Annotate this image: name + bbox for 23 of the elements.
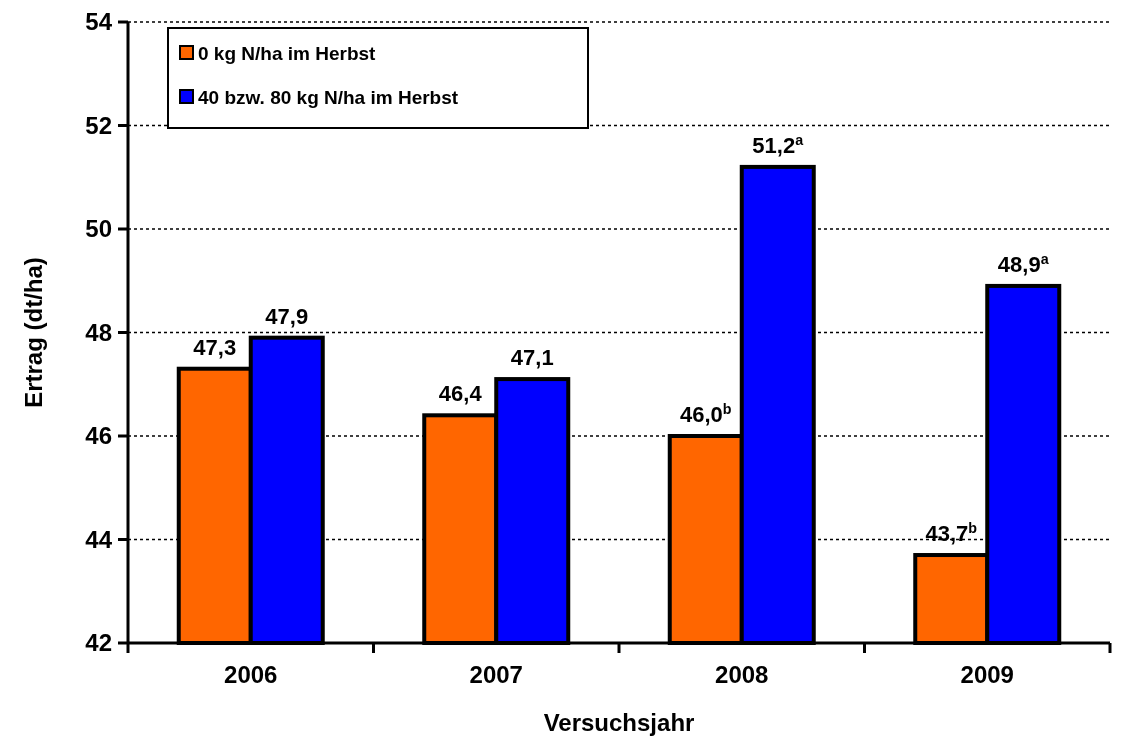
y-tick-label: 46 <box>85 422 112 450</box>
data-label: 47,9 <box>265 303 309 329</box>
data-label: 47,1 <box>510 345 554 371</box>
x-tick-label: 2007 <box>469 661 523 688</box>
data-label: 48,9$^{a}$ <box>997 250 1050 277</box>
legend-label: 40 bzw. 80 kg N/ha im Herbst <box>198 86 459 108</box>
y-tick-label: 50 <box>85 215 112 243</box>
data-label: 46,4 <box>438 381 483 407</box>
y-axis-title: Ertrag (dt/ha) <box>20 257 47 408</box>
data-label: 47,3 <box>193 334 237 360</box>
y-tick-label: 44 <box>85 525 113 553</box>
data-label: 51,2$^{a}$ <box>752 131 805 158</box>
x-axis-title: Versuchsjahr <box>543 709 695 736</box>
x-tick-label: 2009 <box>960 661 1014 688</box>
data-label: 43,7$^{b}$ <box>925 520 978 547</box>
x-tick-label: 2006 <box>224 661 278 688</box>
legend-label: 0 kg N/ha im Herbst <box>198 42 377 64</box>
y-tick-label: 42 <box>85 629 112 657</box>
y-tick-label: 52 <box>85 111 112 139</box>
data-label: 46,0$^{b}$ <box>679 401 732 427</box>
x-tick-label: 2008 <box>715 661 769 688</box>
y-tick-label: 48 <box>85 318 112 346</box>
y-tick-label: 54 <box>85 8 113 36</box>
